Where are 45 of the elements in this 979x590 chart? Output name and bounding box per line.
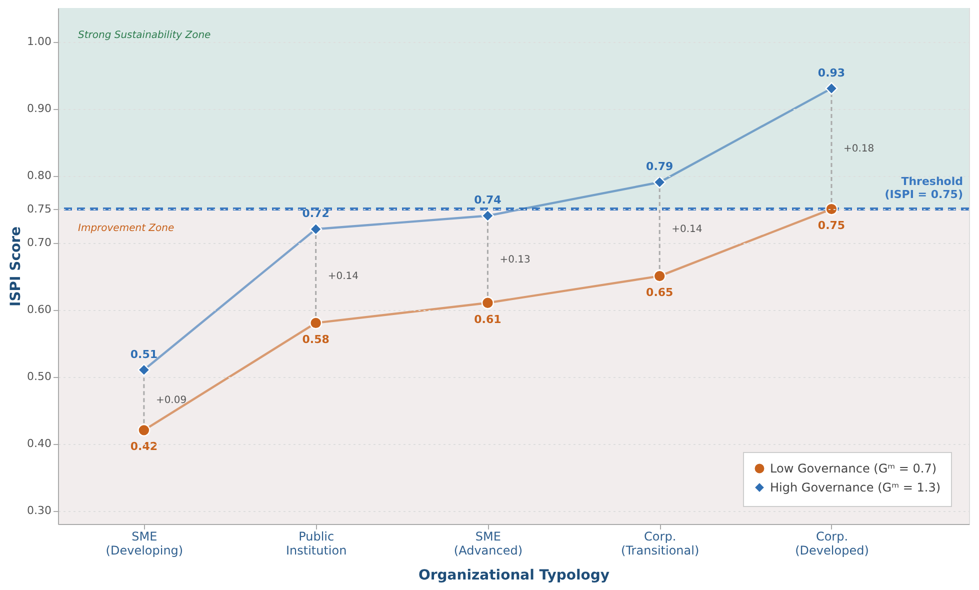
annotation: +0.13 — [500, 254, 530, 266]
data-label: 0.75 — [818, 219, 846, 232]
x-tick-label: Corp. (Developed) — [795, 530, 869, 558]
annotation: +0.18 — [843, 144, 874, 155]
legend-label: Low Governance (Gᵐ = 0.7) — [770, 462, 937, 476]
y-tick-label: 0.50 — [27, 370, 52, 384]
point — [825, 82, 838, 95]
x-axis-title: Organizational Typology — [418, 568, 610, 584]
point — [138, 364, 150, 376]
x-tick-label: SME (Developing) — [106, 530, 184, 558]
legend-label: High Governance (Gᵐ = 1.3) — [770, 480, 941, 494]
y-tick-label: 0.70 — [27, 236, 52, 250]
annotation: +0.14 — [672, 224, 702, 236]
y-tick-label: 1.00 — [27, 35, 52, 48]
point — [138, 424, 150, 436]
x-tick-label: Corp. (Transitional) — [621, 530, 700, 558]
y-axis-title: ISPI Score — [8, 226, 24, 307]
y-tick-label: 0.80 — [27, 169, 52, 182]
ref-line-label: Threshold (ISPI = 0.75) — [884, 175, 963, 202]
point — [825, 202, 838, 216]
band-label: Strong Sustainability Zone — [78, 30, 211, 41]
data-label: 0.42 — [130, 440, 158, 454]
annotation: +0.14 — [328, 271, 358, 282]
data-label: 0.51 — [130, 348, 158, 361]
point — [481, 296, 494, 310]
x-tick-label: SME (Advanced) — [454, 530, 523, 558]
point — [653, 176, 666, 189]
y-tick-label: 0.75 — [27, 202, 52, 216]
data-label: 0.79 — [646, 160, 674, 174]
annotation: +0.09 — [156, 395, 187, 406]
data-label: 0.65 — [646, 286, 674, 300]
y-tick-label: 0.40 — [27, 437, 52, 450]
data-label: 0.61 — [474, 312, 502, 326]
y-tick-label: 0.60 — [27, 303, 52, 316]
point — [653, 270, 666, 282]
data-label: 0.93 — [818, 66, 846, 80]
x-tick-label: Public Institution — [286, 530, 347, 558]
point — [310, 316, 322, 330]
band-label: Improvement Zone — [78, 223, 174, 234]
point — [481, 209, 494, 222]
point — [310, 222, 322, 236]
y-tick-label: 0.90 — [27, 102, 52, 116]
data-label: 0.74 — [474, 194, 502, 207]
data-label: 0.58 — [302, 332, 330, 346]
y-tick-label: 0.30 — [27, 504, 52, 518]
